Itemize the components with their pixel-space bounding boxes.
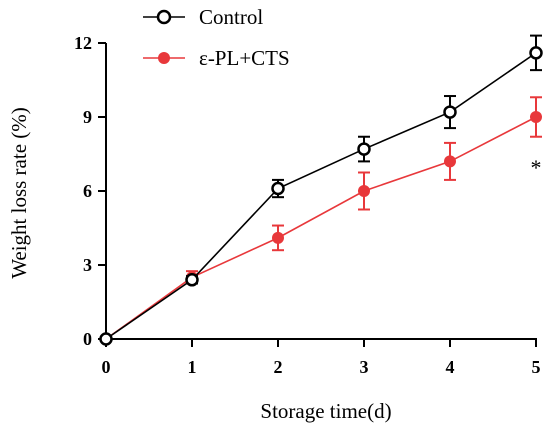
x-tick-label: 2 (274, 357, 283, 377)
data-point (357, 142, 371, 156)
data-point (358, 185, 370, 197)
data-point (271, 181, 285, 196)
data-point (185, 273, 199, 287)
series-line (105, 52, 537, 340)
significance-asterisk: * (531, 155, 542, 180)
annotations: * (531, 155, 542, 180)
x-tick-label: 3 (360, 357, 369, 377)
x-tick-label: 4 (446, 357, 455, 377)
plot-area (99, 34, 543, 346)
legend-marker (158, 52, 170, 64)
data-point (99, 332, 113, 346)
y-tick-label: 12 (74, 33, 92, 53)
legend-marker (156, 9, 172, 25)
series-treatment (100, 96, 542, 345)
data-point (272, 231, 284, 244)
legend-label: ε-PL+CTS (199, 46, 290, 70)
y-tick-label: 9 (83, 107, 92, 127)
data-point (443, 105, 457, 119)
x-tick-label: 5 (532, 357, 541, 377)
y-tick-label: 6 (83, 181, 92, 201)
data-point (529, 46, 543, 60)
y-axis-title: Weight loss rate (%) (7, 107, 31, 279)
x-tick-label: 0 (102, 357, 111, 377)
data-point (530, 111, 542, 123)
x-axis-title: Storage time(d) (260, 399, 391, 423)
data-point (444, 155, 456, 168)
legend: Control ε-PL+CTS (143, 5, 290, 70)
series-line (105, 116, 537, 340)
series-control (99, 34, 543, 346)
x-tick-label: 1 (188, 357, 197, 377)
legend-label: Control (199, 5, 263, 29)
y-tick-label: 3 (83, 255, 92, 275)
y-tick-label: 0 (83, 329, 92, 349)
